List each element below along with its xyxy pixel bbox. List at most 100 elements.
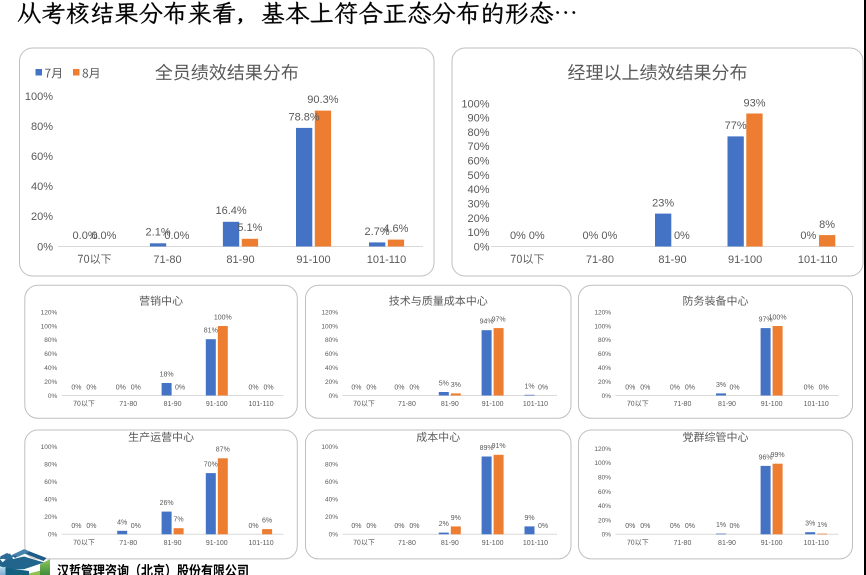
- svg-text:0%: 0%: [804, 384, 814, 391]
- svg-text:81-90: 81-90: [441, 540, 459, 547]
- svg-text:71-80: 71-80: [586, 254, 614, 266]
- svg-text:91-100: 91-100: [482, 401, 504, 408]
- svg-text:91-100: 91-100: [296, 254, 330, 266]
- svg-text:101-110: 101-110: [249, 540, 274, 547]
- svg-text:81-90: 81-90: [164, 540, 182, 547]
- svg-text:3%: 3%: [805, 521, 815, 528]
- svg-text:0%: 0%: [394, 384, 404, 391]
- svg-text:81-90: 81-90: [718, 401, 736, 408]
- svg-text:20%: 20%: [44, 379, 57, 386]
- svg-text:0%: 0%: [409, 523, 419, 530]
- svg-text:80%: 80%: [325, 337, 338, 344]
- svg-text:101-110: 101-110: [523, 540, 548, 547]
- svg-text:71-80: 71-80: [398, 540, 416, 547]
- svg-text:26%: 26%: [160, 500, 174, 507]
- svg-text:0%: 0%: [674, 230, 690, 242]
- svg-text:60%: 60%: [31, 151, 53, 163]
- svg-text:0%: 0%: [729, 523, 739, 530]
- svg-text:30%: 30%: [467, 198, 489, 210]
- svg-text:0%: 0%: [625, 384, 635, 391]
- svg-text:60%: 60%: [598, 351, 611, 358]
- svg-text:0%: 0%: [510, 230, 526, 242]
- svg-text:0%: 0%: [602, 532, 612, 539]
- svg-text:91-100: 91-100: [206, 540, 228, 547]
- svg-text:70%: 70%: [467, 141, 489, 153]
- svg-text:0%: 0%: [670, 523, 680, 530]
- svg-text:101-110: 101-110: [367, 254, 407, 266]
- svg-text:0%: 0%: [729, 384, 739, 391]
- svg-text:87%: 87%: [216, 447, 230, 454]
- svg-text:100%: 100%: [25, 91, 53, 103]
- svg-text:71-80: 71-80: [153, 254, 181, 266]
- svg-text:120%: 120%: [594, 446, 611, 453]
- svg-text:60%: 60%: [467, 156, 489, 168]
- svg-text:0%: 0%: [602, 393, 612, 400]
- svg-text:81-90: 81-90: [441, 401, 459, 408]
- svg-text:9%: 9%: [524, 515, 534, 522]
- svg-text:2%: 2%: [439, 521, 449, 528]
- svg-text:99%: 99%: [771, 452, 785, 459]
- svg-text:89%: 89%: [480, 445, 494, 452]
- svg-text:91-100: 91-100: [761, 401, 783, 408]
- svg-text:50%: 50%: [467, 170, 489, 182]
- svg-text:18%: 18%: [160, 371, 174, 378]
- svg-text:101-110: 101-110: [798, 254, 838, 266]
- svg-text:60%: 60%: [44, 479, 57, 486]
- svg-text:0%: 0%: [329, 393, 339, 400]
- svg-text:2.1%: 2.1%: [146, 227, 171, 239]
- svg-text:0%: 0%: [351, 384, 361, 391]
- svg-text:0%: 0%: [71, 523, 81, 530]
- svg-text:0%: 0%: [175, 384, 185, 391]
- svg-text:0.0%: 0.0%: [73, 230, 98, 242]
- svg-text:97%: 97%: [492, 317, 506, 324]
- svg-text:71-80: 71-80: [398, 401, 416, 408]
- svg-text:6%: 6%: [262, 518, 272, 525]
- svg-text:81-90: 81-90: [164, 401, 182, 408]
- svg-text:91-100: 91-100: [482, 540, 504, 547]
- svg-text:0%: 0%: [249, 384, 259, 391]
- svg-text:5%: 5%: [439, 381, 449, 388]
- svg-text:3%: 3%: [451, 382, 461, 389]
- svg-text:100%: 100%: [321, 444, 338, 451]
- svg-text:2.7%: 2.7%: [365, 226, 390, 238]
- svg-text:40%: 40%: [598, 365, 611, 372]
- svg-text:120%: 120%: [321, 309, 338, 316]
- svg-text:20%: 20%: [325, 379, 338, 386]
- svg-text:0%: 0%: [71, 384, 81, 391]
- svg-text:100%: 100%: [214, 314, 232, 321]
- svg-text:40%: 40%: [467, 184, 489, 196]
- svg-text:120%: 120%: [594, 309, 611, 316]
- svg-text:91-100: 91-100: [206, 401, 228, 408]
- svg-text:101-110: 101-110: [249, 401, 274, 408]
- svg-text:4%: 4%: [117, 519, 127, 526]
- svg-text:0%: 0%: [685, 523, 695, 530]
- svg-text:91%: 91%: [492, 443, 506, 450]
- svg-text:40%: 40%: [325, 365, 338, 372]
- svg-text:0%: 0%: [538, 384, 548, 391]
- svg-text:0%: 0%: [538, 523, 548, 530]
- svg-text:23%: 23%: [652, 198, 674, 210]
- svg-text:40%: 40%: [44, 365, 57, 372]
- svg-text:81-90: 81-90: [226, 254, 254, 266]
- svg-text:100%: 100%: [321, 323, 338, 330]
- svg-text:20%: 20%: [467, 213, 489, 225]
- svg-text:40%: 40%: [44, 497, 57, 504]
- svg-text:80%: 80%: [44, 462, 57, 469]
- svg-text:71-80: 71-80: [673, 540, 691, 547]
- svg-text:0%: 0%: [583, 230, 599, 242]
- svg-text:0%: 0%: [409, 384, 419, 391]
- svg-text:71-80: 71-80: [673, 401, 691, 408]
- svg-text:40%: 40%: [31, 181, 53, 193]
- svg-text:60%: 60%: [598, 489, 611, 496]
- svg-text:0%: 0%: [474, 241, 490, 253]
- svg-text:0%: 0%: [249, 523, 259, 530]
- svg-text:93%: 93%: [743, 97, 765, 109]
- svg-text:0%: 0%: [819, 384, 829, 391]
- svg-text:0%: 0%: [351, 523, 361, 530]
- svg-text:1%: 1%: [524, 383, 534, 390]
- svg-text:0%: 0%: [394, 523, 404, 530]
- svg-text:1%: 1%: [817, 522, 827, 529]
- svg-text:90.3%: 90.3%: [307, 94, 338, 106]
- svg-text:97%: 97%: [759, 317, 773, 324]
- svg-text:77%: 77%: [725, 120, 747, 132]
